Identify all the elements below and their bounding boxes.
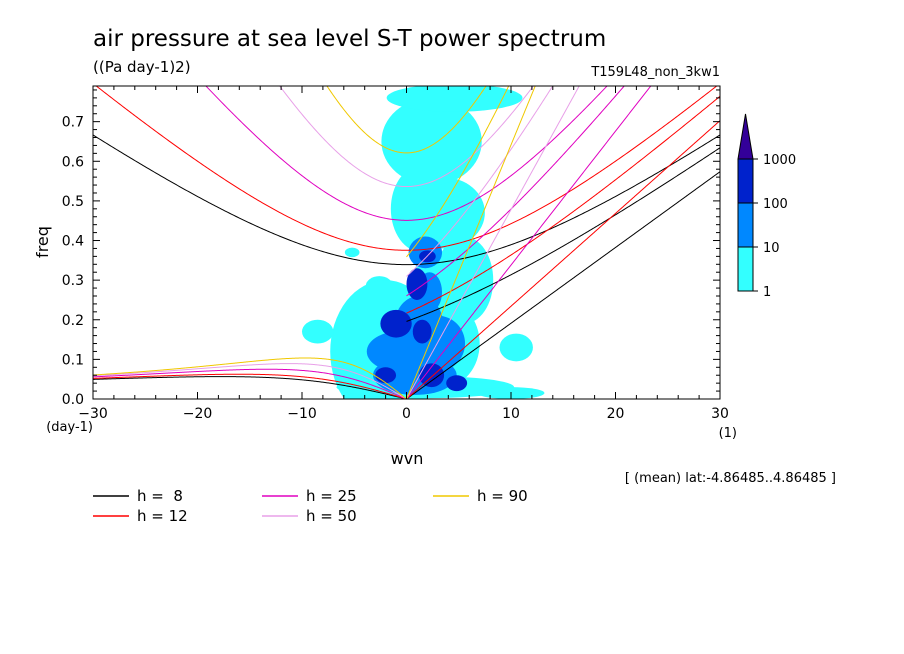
colorbar-label: 1 [763,285,771,300]
y-tick-label: 0.2 [62,313,84,329]
x-tick-label: −10 [287,406,317,422]
spectrum-blob-6 [434,236,494,324]
footnote: [ (mean) lat:-4.86485..4.86485 ] [625,471,836,486]
colorbar-extend-triangle [737,113,754,160]
spectrum-blob-13 [499,333,533,362]
dispersion-curve-mrg-h12 [406,95,720,314]
y-tick-label: 0.0 [62,392,84,408]
legend-label-h25: h = 25 [306,487,357,505]
x-tick-label: −30 [78,406,108,422]
y-tick-label: 0.3 [62,273,84,289]
colorbar-label: 10 [763,241,780,256]
dispersion-curve-ig1-h12 [95,86,718,251]
colorbar-segment-1 [737,202,754,248]
dispersion-curve-kelvin-h90 [406,86,536,399]
dispersion-curve-rossby-h50 [93,363,407,399]
spectrum-blob-21 [380,309,412,338]
x-unit-label: (1) [719,426,737,441]
x-tick-label: 20 [607,406,625,422]
dispersion-curve-kelvin-h8 [406,171,720,399]
legend-label-h8: h = 8 [137,487,183,505]
dispersion-curve-mrg-h25 [406,86,625,297]
dispersion-curve-mrg-h90 [406,86,510,258]
legend-label-h90: h = 90 [477,487,528,505]
colorbar-label: 1000 [763,153,796,168]
legend: h = 8 h = 12 h = 25 h = 50 h = 90 [93,487,528,525]
spectrum-blob-23 [412,319,432,344]
y-unit-label: (day-1) [46,420,93,435]
spectrum-blob-25 [419,363,445,388]
dispersion-curve-rossby-h12 [93,373,407,399]
y-axis-label: freq [33,226,52,258]
legend-label-h50: h = 50 [306,507,357,525]
dispersion-curve-rossby-h25 [93,368,407,399]
chart-units: ((Pa day-1)2) [93,58,191,76]
spectrum-blob-19 [366,331,430,372]
spectrum-blob-0 [344,247,360,258]
spectrum-blob-9 [381,97,482,186]
plot-area [93,86,720,399]
x-tick-label: 0 [402,406,411,422]
axes: −30 −20 −10 0 10 20 30 0.0 0.1 0.2 0.3 0.4 0.5 0.6 0.7 [62,86,729,422]
x-axis-label: wvn [391,449,424,468]
chart-title: air pressure at sea level S-T power spec… [93,26,606,52]
colorbar-label: 100 [763,197,788,212]
y-tick-label: 0.7 [62,115,84,131]
dispersion-curve-kelvin-h25 [406,86,652,399]
dispersion-curve-rossby-h8 [93,376,407,399]
dispersion-curve-kelvin-h12 [406,120,720,399]
dispersion-curve-ig1-h8 [93,134,720,266]
spectrum-blob-26 [446,375,468,392]
colorbar-segment-0 [737,246,754,292]
spectrum-blob-8 [401,177,485,249]
spectrum-blob-24 [375,367,397,384]
y-tick-label: 0.1 [62,352,84,368]
dispersion-curve-ig1-h90 [326,86,487,154]
colorbar: 1 10 100 1000 [737,113,796,300]
y-tick-label: 0.5 [62,194,84,210]
dispersion-curve-mrg-h50 [406,86,554,277]
legend-label-h12: h = 12 [137,507,188,525]
x-tick-label: −20 [183,406,213,422]
y-tick-label: 0.4 [62,234,84,250]
dispersion-curve-ig1-h50 [279,86,534,188]
dispersion-curve-ig1-h25 [205,86,608,221]
run-label: T159L48_non_3kw1 [590,65,720,80]
dispersion-curve-mrg-h8 [406,147,720,322]
x-tick-label: 30 [711,406,729,422]
y-tick-label: 0.6 [62,154,84,170]
dispersion-curve-rossby-h90 [93,357,407,399]
spectrum-blob-10 [386,86,523,112]
dispersion-curve-kelvin-h50 [406,86,580,399]
colorbar-segment-2 [737,158,754,204]
spectrum-blob-14 [302,319,334,344]
x-tick-label: 10 [502,406,520,422]
